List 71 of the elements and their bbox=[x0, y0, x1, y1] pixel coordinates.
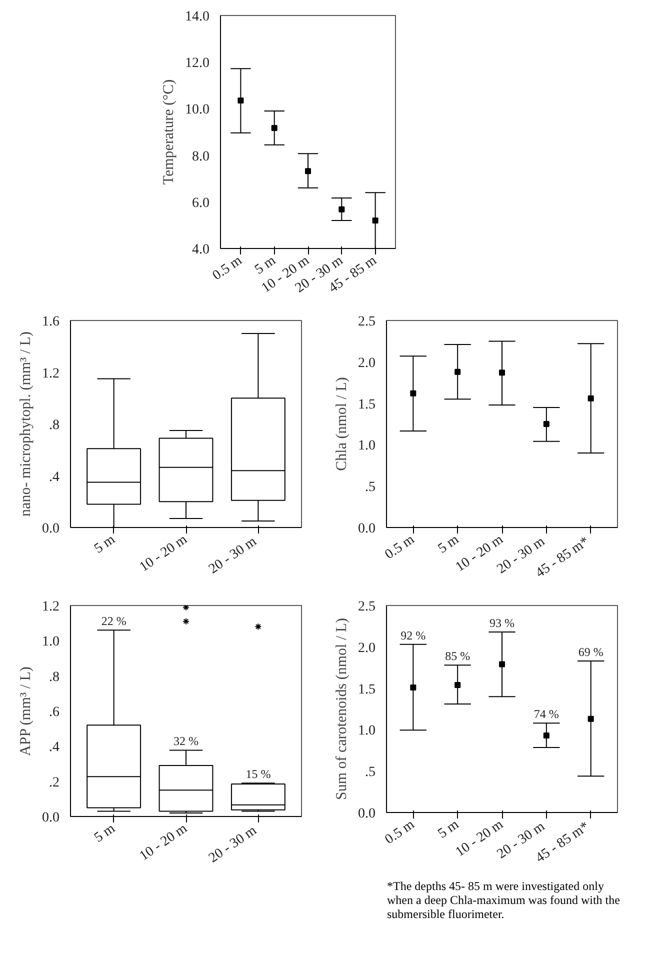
x-tick-label: 5 m bbox=[436, 817, 462, 842]
x-tick-label: 5 m bbox=[92, 821, 118, 846]
annotation: 92 % bbox=[400, 628, 426, 642]
y-tick-label: 1.5 bbox=[358, 682, 376, 698]
y-tick-label: 2.5 bbox=[358, 600, 376, 614]
y-tick-label: .8 bbox=[49, 418, 60, 433]
y-tick-label: 1.5 bbox=[358, 397, 376, 412]
y-tick-label: 0.0 bbox=[358, 806, 376, 822]
point bbox=[499, 661, 505, 668]
y-tick-label: 1.0 bbox=[358, 438, 376, 454]
y-tick-label: 6.0 bbox=[192, 196, 210, 211]
y-tick-label: 2.0 bbox=[358, 356, 376, 371]
y-tick-label: 0.0 bbox=[42, 810, 60, 826]
y-tick-label: 1.2 bbox=[42, 600, 60, 614]
point bbox=[454, 682, 461, 688]
annotation: 74 % bbox=[534, 707, 559, 722]
x-tick-label: 20 - 30 m bbox=[206, 534, 260, 578]
text: *The depths 45- 85 m were investigated only when a deep Chla-maximum was found with the submersible fluorimeter. bbox=[387, 879, 621, 922]
x-tick-label: 0.5 m bbox=[382, 817, 418, 848]
y-tick-label: .2 bbox=[49, 775, 60, 790]
point bbox=[372, 218, 378, 224]
y-tick-label: .8 bbox=[49, 670, 60, 685]
point bbox=[338, 206, 345, 212]
y-axis-title: Temperature (°C) bbox=[161, 79, 177, 185]
point bbox=[238, 98, 244, 104]
x-tick-label: 5 m bbox=[436, 532, 462, 557]
annotation: 22 % bbox=[101, 614, 126, 628]
y-axis-title: APP (mm³ / L) bbox=[18, 666, 34, 756]
y-tick-label: 0.0 bbox=[358, 522, 376, 536]
y-tick-label: 0.0 bbox=[42, 522, 60, 536]
y-tick-label: 2.5 bbox=[358, 314, 376, 330]
y-tick-label: 1.2 bbox=[42, 366, 60, 382]
point bbox=[305, 168, 311, 174]
point bbox=[410, 684, 416, 690]
y-tick-label: 4.0 bbox=[192, 242, 210, 258]
y-tick-label: .5 bbox=[365, 480, 376, 496]
point bbox=[543, 732, 550, 738]
y-axis-title: nano- microphytopl. (mm³ / L) bbox=[18, 332, 34, 516]
x-tick-label: 5 m bbox=[252, 253, 279, 278]
annotation: 69 % bbox=[578, 644, 604, 659]
point bbox=[454, 368, 461, 375]
y-tick-label: 1.6 bbox=[42, 314, 60, 330]
point bbox=[543, 421, 550, 427]
x-tick-label: 0.5 m bbox=[210, 253, 245, 284]
y-tick-label: .6 bbox=[49, 705, 60, 720]
point bbox=[410, 390, 416, 396]
y-axis-title: Chla (nmol / L) bbox=[334, 377, 350, 471]
x-tick-label: 20 - 30 m bbox=[206, 823, 260, 866]
point bbox=[588, 395, 594, 402]
point bbox=[499, 370, 505, 376]
x-tick-label: 10 - 20 m bbox=[137, 532, 190, 576]
point bbox=[271, 125, 278, 132]
annotation: 85 % bbox=[445, 649, 470, 664]
y-tick-label: 1.0 bbox=[358, 724, 376, 739]
y-tick-label: .5 bbox=[365, 765, 376, 780]
y-tick-label: 1.0 bbox=[42, 634, 60, 650]
y-tick-label: 2.0 bbox=[358, 640, 376, 656]
y-tick-label: .4 bbox=[49, 470, 60, 485]
y-tick-label: 10.0 bbox=[185, 102, 210, 118]
x-tick-label: 5 m bbox=[92, 532, 118, 557]
y-tick-label: 12.0 bbox=[185, 56, 210, 72]
y-tick-label: 14.0 bbox=[185, 10, 210, 24]
annotation: 32 % bbox=[174, 734, 198, 748]
annotation: 93 % bbox=[490, 616, 514, 630]
y-tick-label: .4 bbox=[49, 740, 60, 756]
x-tick-label: 0.5 m bbox=[382, 532, 418, 563]
x-tick-label: 10 - 20 m bbox=[137, 821, 190, 864]
y-tick-label: 8.0 bbox=[192, 149, 210, 164]
annotation: 15 % bbox=[246, 767, 271, 782]
y-axis-title: Sum of carotenoids (nmol / L) bbox=[334, 618, 350, 800]
point bbox=[588, 716, 594, 722]
